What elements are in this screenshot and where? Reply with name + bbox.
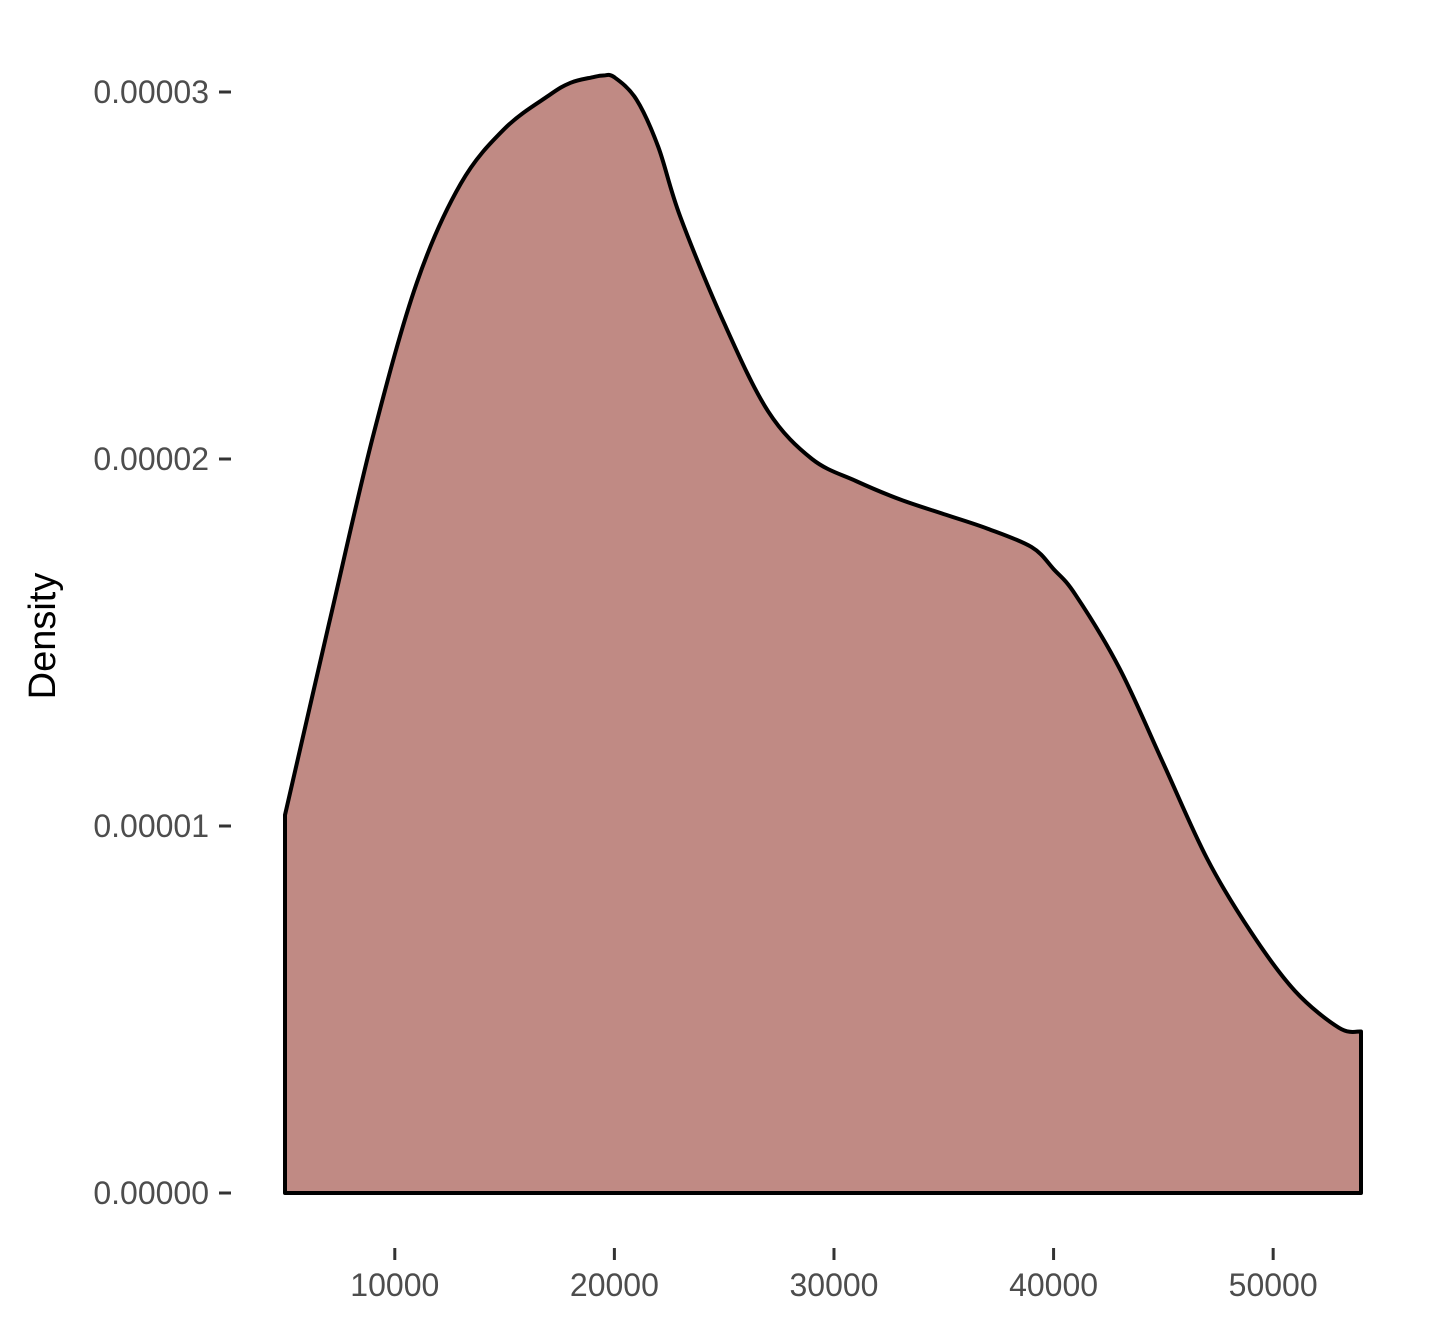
- x-tick-label: 40000: [1009, 1267, 1098, 1303]
- y-axis-title: Density: [22, 573, 64, 700]
- density-area: [283, 72, 1363, 1195]
- y-tick-label: 0.00002: [93, 441, 209, 477]
- y-tick-label: 0.00001: [93, 808, 209, 844]
- plot-area: [283, 72, 1363, 1195]
- x-tick-label: 10000: [350, 1267, 439, 1303]
- x-axis: 10000 20000 30000 40000 50000: [350, 1248, 1318, 1303]
- y-tick-label: 0.00003: [93, 74, 209, 110]
- x-tick-label: 20000: [570, 1267, 659, 1303]
- y-axis: 0.00000 0.00001 0.00002 0.00003: [93, 74, 231, 1211]
- x-tick-label: 50000: [1229, 1267, 1318, 1303]
- y-tick-label: 0.00000: [93, 1175, 209, 1211]
- x-tick-label: 30000: [789, 1267, 878, 1303]
